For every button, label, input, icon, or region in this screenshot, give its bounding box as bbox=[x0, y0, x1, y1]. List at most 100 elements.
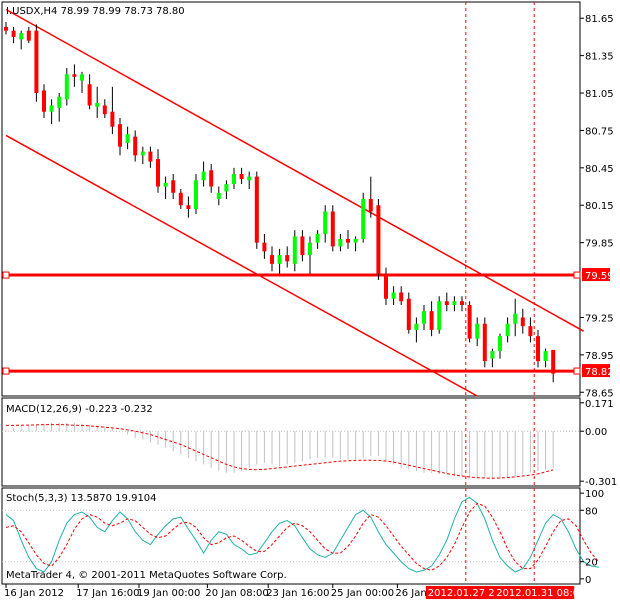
candle-body bbox=[254, 176, 259, 243]
macd-tick-label: 0.00 bbox=[585, 427, 607, 438]
candle-body bbox=[467, 304, 472, 339]
channel-line bbox=[5, 8, 584, 332]
price-pane bbox=[2, 8, 584, 397]
stoch-tick-label: 0 bbox=[585, 575, 591, 586]
candle-body bbox=[4, 26, 8, 31]
candle-body bbox=[57, 96, 62, 108]
candle-body bbox=[308, 242, 312, 256]
candle-body bbox=[156, 159, 160, 187]
candle-body bbox=[224, 184, 229, 192]
candle-body bbox=[422, 311, 426, 324]
candle-body bbox=[490, 351, 495, 359]
time-marker-tag-label: 2012.01.27 20:00 bbox=[428, 588, 517, 599]
price-tick-label: 78.95 bbox=[585, 351, 614, 362]
macd-pane bbox=[2, 422, 580, 480]
candle-body bbox=[277, 255, 282, 264]
candle-body bbox=[232, 174, 236, 185]
price-tick-label: 80.15 bbox=[585, 201, 614, 212]
candle-body bbox=[353, 238, 358, 243]
time-tick-label: 25 Jan 00:00 bbox=[331, 588, 394, 599]
candle-body bbox=[270, 255, 274, 264]
macd-header: MACD(12,26,9) -0.223 -0.232 bbox=[6, 404, 153, 415]
candle-body bbox=[186, 205, 191, 209]
candle-body bbox=[262, 242, 267, 252]
candle-body bbox=[87, 84, 92, 106]
candle-body bbox=[95, 102, 100, 107]
candle-body bbox=[216, 192, 221, 199]
candle-body bbox=[406, 298, 411, 330]
candle-body bbox=[520, 317, 525, 327]
candle-body bbox=[133, 136, 138, 156]
candle-body bbox=[528, 326, 533, 337]
price-level-tag-label: 79.59 bbox=[585, 271, 614, 282]
macd-tick-label: 0.171 bbox=[585, 399, 614, 410]
candle-body bbox=[11, 30, 16, 37]
candle-body bbox=[551, 349, 556, 374]
candle-body bbox=[505, 323, 510, 337]
macd-signal-line bbox=[6, 424, 554, 479]
candle-body bbox=[148, 151, 153, 162]
time-tick-label: 17 Jan 16:00 bbox=[76, 588, 139, 599]
price-tick-label: 81.05 bbox=[585, 89, 614, 100]
candle-body bbox=[399, 292, 404, 302]
copyright-text: MetaTrader 4, © 2001-2011 MetaQuotes Sof… bbox=[6, 570, 287, 581]
stoch-main-line bbox=[5, 496, 599, 573]
candle-body bbox=[536, 336, 540, 362]
candle-body bbox=[452, 301, 457, 305]
candle-body bbox=[338, 238, 343, 247]
price-tick-label: 79.25 bbox=[585, 313, 614, 324]
candle-body bbox=[300, 236, 305, 256]
macd-pane-frame bbox=[1, 397, 581, 487]
candle-body bbox=[209, 170, 214, 187]
candle-body bbox=[285, 255, 290, 262]
level-anchor bbox=[2, 367, 10, 375]
time-tick-label: 20 Jan 08:00 bbox=[205, 588, 268, 599]
price-level-tag bbox=[582, 268, 610, 282]
level-anchor bbox=[2, 271, 10, 279]
price-level-tag-label: 78.82 bbox=[585, 367, 614, 378]
symbol-header: I.USDX,H4 78.99 78.99 78.73 78.80 bbox=[6, 6, 185, 17]
axes: 81.65 81.35 81.05 80.75 80.45 80.15 79.85 79.25… bbox=[4, 2, 617, 599]
candle-body bbox=[361, 199, 366, 239]
candle-body bbox=[513, 313, 518, 324]
candle-body bbox=[125, 134, 130, 143]
time-tick-label: 19 Jan 00:00 bbox=[137, 588, 200, 599]
price-tick-label: 81.65 bbox=[585, 14, 614, 25]
candle-body bbox=[460, 301, 464, 305]
candle-body bbox=[72, 74, 77, 77]
candle-body bbox=[42, 90, 46, 112]
candle-body bbox=[475, 323, 480, 339]
time-marker-tag bbox=[425, 586, 506, 599]
candle-body bbox=[543, 351, 548, 362]
candle-body bbox=[34, 30, 39, 94]
price-pane-frame bbox=[1, 1, 581, 397]
candle-body bbox=[292, 236, 297, 264]
stoch-pane-frame bbox=[1, 487, 581, 585]
candle-body bbox=[384, 273, 388, 299]
stoch-tick-label: 80 bbox=[585, 506, 598, 517]
candle-body bbox=[346, 238, 350, 243]
candle-body bbox=[444, 301, 449, 305]
candle-body bbox=[163, 182, 168, 187]
stoch-tick-label: 20 bbox=[585, 558, 598, 569]
candle-body bbox=[49, 105, 54, 112]
candle-body bbox=[140, 151, 145, 156]
time-tick-label: 23 Jan 16:00 bbox=[266, 588, 329, 599]
candle-body bbox=[64, 74, 69, 100]
candle-body bbox=[102, 105, 107, 115]
price-tick-label: 78.65 bbox=[585, 388, 614, 399]
candle-body bbox=[110, 111, 115, 127]
candle-body bbox=[368, 199, 373, 212]
candle-body bbox=[391, 292, 396, 299]
candle-body bbox=[247, 176, 252, 181]
price-level-tag bbox=[582, 364, 610, 378]
candle-body bbox=[437, 301, 442, 330]
time-tick-label: 16 Jan 2012 bbox=[4, 588, 64, 599]
level-anchor bbox=[573, 271, 581, 279]
price-tick-label: 79.85 bbox=[585, 239, 614, 250]
candle-body bbox=[19, 33, 24, 40]
candle-body bbox=[482, 323, 487, 362]
stoch-tick-label: 100 bbox=[585, 489, 604, 500]
